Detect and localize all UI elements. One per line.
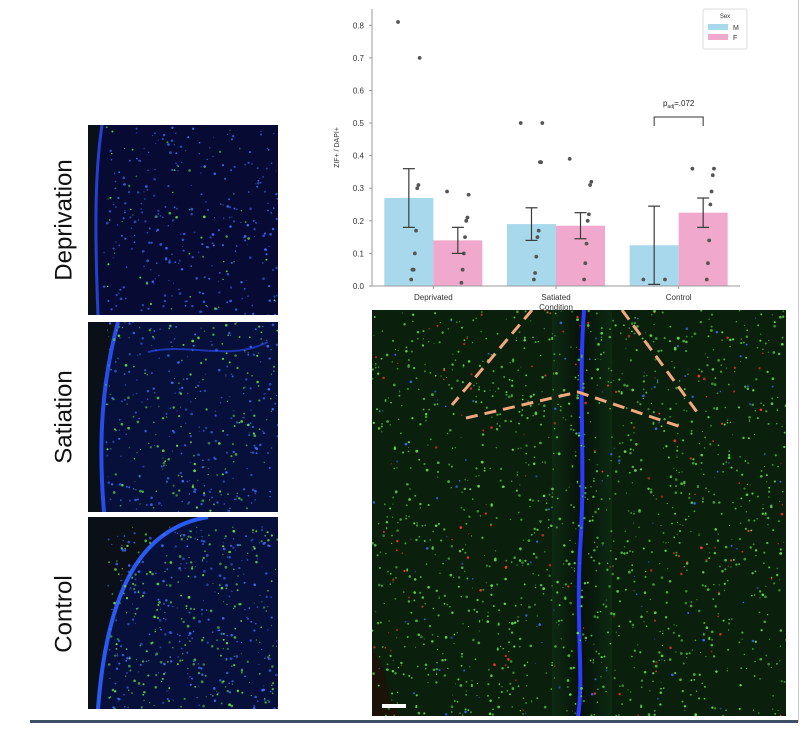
micrograph-deprivation bbox=[88, 125, 278, 315]
data-point bbox=[461, 251, 466, 256]
data-point bbox=[707, 238, 712, 243]
data-point bbox=[416, 183, 421, 187]
scale-bar bbox=[382, 704, 406, 708]
legend-swatch bbox=[708, 24, 728, 30]
data-point bbox=[409, 277, 414, 282]
data-point bbox=[414, 228, 418, 233]
significance-label: padj=.072 bbox=[663, 99, 695, 110]
x-axis-label: Condition bbox=[539, 303, 573, 310]
data-point bbox=[663, 277, 667, 282]
y-tick-label: 0.7 bbox=[353, 54, 365, 63]
row-label-deprivation: Deprivation bbox=[51, 159, 78, 281]
confocal-overview-image bbox=[372, 310, 786, 716]
significance-bracket bbox=[653, 116, 704, 126]
data-point bbox=[589, 179, 594, 184]
data-point bbox=[415, 186, 420, 191]
data-point bbox=[464, 218, 469, 223]
data-point bbox=[445, 189, 449, 194]
right-divider bbox=[798, 0, 799, 722]
y-tick-label: 0.6 bbox=[353, 86, 365, 95]
y-tick-label: 0.8 bbox=[353, 21, 365, 30]
data-point bbox=[584, 241, 589, 246]
y-tick-label: 0.1 bbox=[353, 249, 365, 258]
data-point bbox=[465, 215, 470, 220]
data-point bbox=[463, 235, 467, 240]
micrograph-deprivation-image bbox=[88, 125, 278, 315]
data-point bbox=[412, 251, 417, 256]
y-tick-label: 0.3 bbox=[353, 184, 365, 193]
data-point bbox=[459, 280, 464, 285]
data-point bbox=[583, 261, 588, 266]
data-point bbox=[585, 218, 590, 223]
x-tick-label: Satiated bbox=[541, 293, 570, 302]
micrograph-control-image bbox=[88, 517, 278, 709]
y-tick-label: 0.4 bbox=[353, 152, 365, 161]
legend-label: F bbox=[733, 35, 737, 42]
x-tick-label: Control bbox=[666, 293, 692, 302]
data-point bbox=[538, 160, 542, 165]
significance-annotation: padj=.072 bbox=[653, 99, 704, 126]
data-point bbox=[710, 173, 715, 178]
data-point bbox=[690, 166, 695, 171]
legend-title: Sex bbox=[720, 14, 730, 20]
micrograph-satiation-image bbox=[88, 322, 278, 512]
data-point bbox=[641, 277, 646, 282]
data-point bbox=[540, 121, 545, 125]
data-point bbox=[518, 121, 523, 125]
data-point bbox=[410, 267, 415, 272]
y-tick-label: 0.2 bbox=[353, 217, 365, 226]
x-tick-label: Deprivated bbox=[414, 293, 453, 302]
bottom-divider bbox=[30, 720, 798, 723]
data-point bbox=[536, 228, 541, 233]
data-point bbox=[588, 183, 592, 187]
y-axis-label: ZIF+ / DAPI+ bbox=[334, 127, 341, 168]
data-point bbox=[417, 55, 422, 60]
data-point bbox=[466, 192, 471, 197]
data-point bbox=[587, 212, 591, 217]
legend-swatch bbox=[708, 34, 728, 40]
micrograph-satiation bbox=[88, 322, 278, 512]
row-label-satiation: Satiation bbox=[51, 369, 78, 464]
data-point bbox=[709, 189, 714, 194]
data-point bbox=[460, 267, 465, 272]
data-point bbox=[582, 277, 586, 282]
data-point bbox=[533, 271, 537, 275]
micrograph-control bbox=[88, 517, 278, 709]
data-point bbox=[567, 157, 572, 161]
region-outline bbox=[450, 310, 699, 430]
data-point bbox=[708, 202, 713, 207]
y-tick-label: 0.0 bbox=[353, 282, 365, 291]
confocal-overview bbox=[372, 310, 786, 716]
row-label-control: Control bbox=[51, 574, 78, 653]
data-point bbox=[534, 254, 539, 259]
data-point bbox=[532, 277, 536, 282]
bar-chart: 0.0 0.1 0.2 0.3 0.4 0.5 0.6 0.7 0.8 ZIF+ / DAPI+ D… bbox=[334, 8, 748, 310]
y-tick-label: 0.5 bbox=[353, 119, 365, 128]
data-point bbox=[706, 261, 710, 266]
legend-label: M bbox=[733, 25, 739, 32]
data-point bbox=[396, 20, 400, 24]
data-point bbox=[704, 277, 709, 282]
data-point bbox=[712, 166, 716, 171]
data-point bbox=[535, 235, 540, 240]
